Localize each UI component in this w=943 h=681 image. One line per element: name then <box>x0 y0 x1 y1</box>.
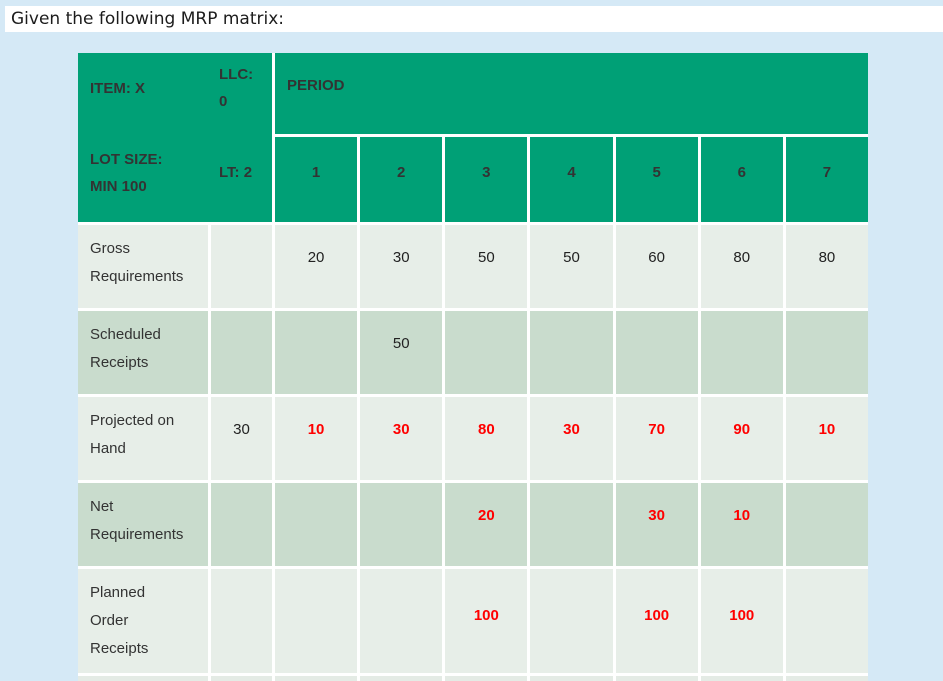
value-cell <box>360 483 443 566</box>
value-cell <box>785 483 868 566</box>
value-cell: 100 <box>700 569 783 673</box>
header-item-block: ITEM: X LLC: 0 LOT SIZE: MIN 100 LT: 2 <box>78 53 272 222</box>
value-cell: 20 <box>445 483 528 566</box>
value-cell: 80 <box>785 225 868 308</box>
partial-row-cell <box>700 676 783 681</box>
value-cell: 10 <box>785 397 868 480</box>
header-llc: LLC: 0 <box>219 66 254 111</box>
header-lot-size: LOT SIZE: MIN 100 <box>90 150 163 195</box>
header-lt: LT: 2 <box>219 164 253 182</box>
partial-row-cell <box>785 676 868 681</box>
value-cell <box>530 483 613 566</box>
row-label-planned-order-receipts: Planned Order Receipts <box>78 569 208 673</box>
value-cell <box>530 311 613 394</box>
partial-row-cell <box>211 676 272 681</box>
header-period: PERIOD <box>275 53 868 134</box>
title-bar: Given the following MRP matrix: <box>5 6 943 32</box>
value-cell: 80 <box>445 397 528 480</box>
value-cell <box>615 311 698 394</box>
mrp-table: ITEM: X LLC: 0 LOT SIZE: MIN 100 LT: 2 P… <box>78 53 868 681</box>
row-label-gross-requirements: Gross Requirements <box>78 225 208 308</box>
partial-row-cell <box>530 676 613 681</box>
value-cell: 100 <box>615 569 698 673</box>
initial-cell <box>211 483 272 566</box>
header-item: ITEM: X <box>90 79 145 97</box>
value-cell <box>445 311 528 394</box>
page-title: Given the following MRP matrix: <box>11 9 285 29</box>
value-cell: 50 <box>530 225 613 308</box>
period-column-header-1: 1 <box>275 137 358 222</box>
value-cell <box>275 483 358 566</box>
partial-row-cell <box>275 676 358 681</box>
value-cell: 10 <box>700 483 783 566</box>
partial-row-cell <box>445 676 528 681</box>
value-cell <box>700 311 783 394</box>
header-item-row: ITEM: X LLC: 0 <box>78 53 272 138</box>
value-cell: 30 <box>530 397 613 480</box>
value-cell: 20 <box>275 225 358 308</box>
initial-on-hand-cell: 30 <box>211 397 272 480</box>
period-column-header-6: 6 <box>700 137 783 222</box>
value-cell: 80 <box>700 225 783 308</box>
value-cell: 70 <box>615 397 698 480</box>
value-cell <box>785 311 868 394</box>
value-cell: 90 <box>700 397 783 480</box>
partial-row-cell <box>78 676 208 681</box>
value-cell: 10 <box>275 397 358 480</box>
period-column-header-5: 5 <box>615 137 698 222</box>
value-cell: 30 <box>360 225 443 308</box>
period-column-header-7: 7 <box>785 137 868 222</box>
period-column-header-4: 4 <box>530 137 613 222</box>
row-label-net-requirements: Net Requirements <box>78 483 208 566</box>
initial-cell <box>211 225 272 308</box>
value-cell: 50 <box>360 311 443 394</box>
row-label-scheduled-receipts: Scheduled Receipts <box>78 311 208 394</box>
partial-row-cell <box>615 676 698 681</box>
value-cell <box>360 569 443 673</box>
value-cell: 50 <box>445 225 528 308</box>
row-label-projected-on-hand: Projected on Hand <box>78 397 208 480</box>
value-cell <box>785 569 868 673</box>
value-cell: 30 <box>615 483 698 566</box>
value-cell: 60 <box>615 225 698 308</box>
partial-row-cell <box>360 676 443 681</box>
period-column-header-3: 3 <box>445 137 528 222</box>
value-cell <box>530 569 613 673</box>
value-cell <box>275 311 358 394</box>
header-lotsize-row: LOT SIZE: MIN 100 LT: 2 <box>78 138 272 223</box>
initial-cell <box>211 311 272 394</box>
value-cell: 30 <box>360 397 443 480</box>
value-cell: 100 <box>445 569 528 673</box>
value-cell <box>275 569 358 673</box>
period-column-header-2: 2 <box>360 137 443 222</box>
initial-cell <box>211 569 272 673</box>
